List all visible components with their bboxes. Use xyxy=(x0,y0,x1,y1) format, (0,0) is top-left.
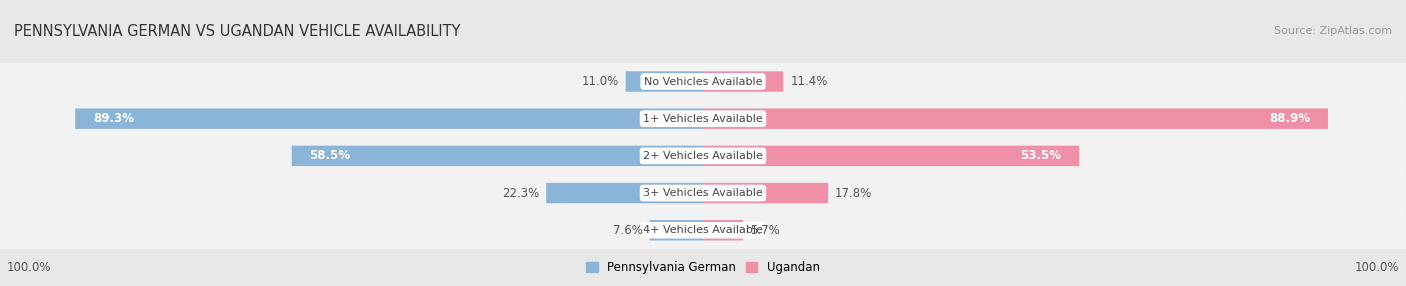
FancyBboxPatch shape xyxy=(0,125,1406,187)
FancyBboxPatch shape xyxy=(0,199,1406,261)
FancyBboxPatch shape xyxy=(0,88,1406,150)
FancyBboxPatch shape xyxy=(650,220,703,241)
Text: 100.0%: 100.0% xyxy=(1354,261,1399,274)
Text: Source: ZipAtlas.com: Source: ZipAtlas.com xyxy=(1274,27,1392,36)
Text: 5.7%: 5.7% xyxy=(751,224,780,237)
Text: 58.5%: 58.5% xyxy=(309,149,350,162)
Text: 2+ Vehicles Available: 2+ Vehicles Available xyxy=(643,151,763,161)
Text: 1+ Vehicles Available: 1+ Vehicles Available xyxy=(643,114,763,124)
Text: 7.6%: 7.6% xyxy=(613,224,643,237)
Text: 53.5%: 53.5% xyxy=(1021,149,1062,162)
FancyBboxPatch shape xyxy=(626,71,703,92)
Text: 22.3%: 22.3% xyxy=(502,186,540,200)
Text: PENNSYLVANIA GERMAN VS UGANDAN VEHICLE AVAILABILITY: PENNSYLVANIA GERMAN VS UGANDAN VEHICLE A… xyxy=(14,24,461,39)
Text: 17.8%: 17.8% xyxy=(835,186,872,200)
FancyBboxPatch shape xyxy=(703,146,1080,166)
FancyBboxPatch shape xyxy=(703,71,783,92)
Text: 89.3%: 89.3% xyxy=(93,112,134,125)
Text: 3+ Vehicles Available: 3+ Vehicles Available xyxy=(643,188,763,198)
FancyBboxPatch shape xyxy=(703,220,744,241)
Legend: Pennsylvania German, Ugandan: Pennsylvania German, Ugandan xyxy=(586,261,820,274)
FancyBboxPatch shape xyxy=(703,183,828,203)
Text: No Vehicles Available: No Vehicles Available xyxy=(644,77,762,86)
FancyBboxPatch shape xyxy=(0,51,1406,112)
FancyBboxPatch shape xyxy=(703,108,1329,129)
FancyBboxPatch shape xyxy=(0,162,1406,224)
Text: 88.9%: 88.9% xyxy=(1270,112,1310,125)
Text: 4+ Vehicles Available: 4+ Vehicles Available xyxy=(643,225,763,235)
FancyBboxPatch shape xyxy=(76,108,703,129)
Text: 100.0%: 100.0% xyxy=(7,261,52,274)
FancyBboxPatch shape xyxy=(292,146,703,166)
FancyBboxPatch shape xyxy=(546,183,703,203)
Text: 11.4%: 11.4% xyxy=(790,75,828,88)
Text: 11.0%: 11.0% xyxy=(582,75,619,88)
